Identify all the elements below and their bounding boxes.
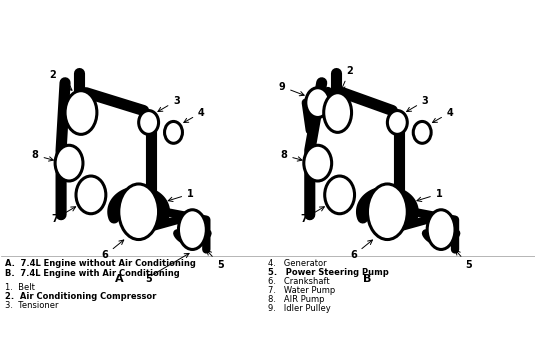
Text: 5.   Power Steering Pump: 5. Power Steering Pump — [268, 268, 389, 277]
Text: A.  7.4L Engine without Air Conditioning: A. 7.4L Engine without Air Conditioning — [5, 260, 196, 269]
Text: 7: 7 — [52, 207, 76, 224]
Text: 7: 7 — [301, 207, 324, 224]
Text: B: B — [363, 274, 371, 284]
Ellipse shape — [65, 91, 97, 134]
Ellipse shape — [76, 176, 106, 214]
Text: 6: 6 — [350, 240, 373, 260]
Text: 8: 8 — [280, 150, 302, 161]
Text: 3: 3 — [158, 96, 180, 112]
Text: 5: 5 — [145, 274, 152, 284]
Ellipse shape — [368, 184, 407, 239]
Ellipse shape — [139, 111, 159, 134]
Text: 1: 1 — [417, 189, 443, 202]
Text: 2: 2 — [50, 70, 72, 90]
Text: 3: 3 — [407, 96, 429, 112]
Text: 4: 4 — [184, 108, 205, 122]
Text: 5: 5 — [456, 250, 472, 270]
Text: 1.  Belt: 1. Belt — [5, 283, 35, 292]
Text: 1: 1 — [168, 189, 194, 202]
Text: 5: 5 — [207, 250, 224, 270]
Ellipse shape — [388, 111, 407, 134]
Ellipse shape — [178, 210, 206, 249]
Ellipse shape — [325, 176, 354, 214]
Text: 9.   Idler Pulley: 9. Idler Pulley — [268, 304, 331, 313]
Text: A: A — [115, 274, 123, 284]
Text: 2: 2 — [341, 66, 353, 90]
Ellipse shape — [119, 184, 159, 239]
Ellipse shape — [306, 88, 330, 117]
Ellipse shape — [324, 93, 352, 132]
Text: B.  7.4L Engine with Air Conditioning: B. 7.4L Engine with Air Conditioning — [5, 269, 180, 278]
Text: 7.   Water Pump: 7. Water Pump — [268, 286, 335, 295]
Ellipse shape — [413, 121, 431, 143]
Text: 4.   Generator: 4. Generator — [268, 260, 326, 269]
Text: 6.   Crankshaft: 6. Crankshaft — [268, 277, 330, 286]
Text: 2.  Air Conditioning Compressor: 2. Air Conditioning Compressor — [5, 292, 157, 301]
Ellipse shape — [304, 145, 332, 181]
Text: 4: 4 — [433, 108, 453, 122]
Ellipse shape — [165, 121, 182, 143]
Text: 9: 9 — [279, 82, 304, 96]
Ellipse shape — [427, 210, 455, 249]
Ellipse shape — [55, 145, 83, 181]
Text: 8: 8 — [32, 150, 54, 161]
Text: 8.   AIR Pump: 8. AIR Pump — [268, 295, 324, 304]
Text: 3.  Tensioner: 3. Tensioner — [5, 301, 59, 310]
Text: 6: 6 — [101, 240, 124, 260]
